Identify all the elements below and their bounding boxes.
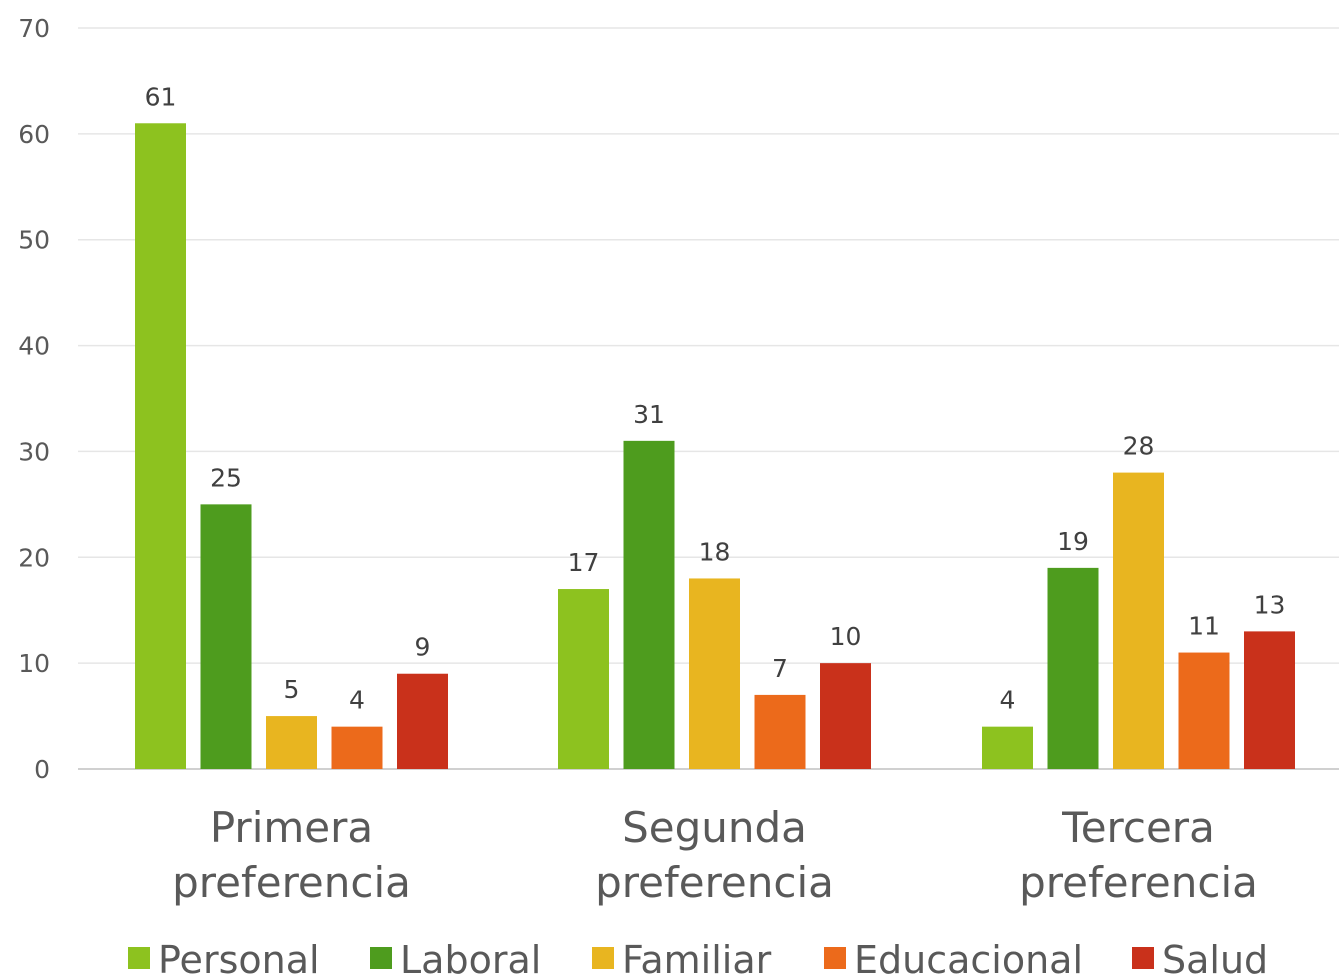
bar-educacional (754, 694, 806, 769)
bar-familiar (266, 716, 317, 769)
category-label: Primera preferencia (172, 803, 411, 907)
legend-item-familiar: Familiar (592, 938, 772, 979)
data-label: 4 (1000, 686, 1016, 715)
legend-item-personal: Personal (128, 938, 320, 979)
y-tick-label: 50 (18, 226, 50, 255)
y-axis-ticks: 0 10 20 30 40 50 60 70 (18, 14, 50, 784)
data-label: 10 (830, 622, 862, 651)
legend-label: Salud (1162, 938, 1268, 979)
y-tick-label: 70 (18, 14, 50, 43)
legend-item-laboral: Laboral (370, 938, 541, 979)
data-label: 7 (772, 654, 788, 683)
bar-salud (1244, 631, 1295, 769)
data-label: 19 (1057, 527, 1089, 556)
bar-salud (820, 663, 871, 769)
legend-swatch (370, 947, 392, 969)
legend-label: Laboral (400, 938, 541, 979)
legend-item-educacional: Educacional (824, 938, 1083, 979)
data-labels: 61 17 4 25 31 19 5 18 28 4 7 11 9 10 13 (145, 82, 1286, 714)
legend-label: Familiar (622, 938, 772, 979)
bar-personal (135, 123, 186, 770)
data-label: 18 (699, 537, 731, 566)
bar-educacional (1178, 652, 1230, 769)
legend-label: Personal (158, 938, 320, 979)
category-label: Tercera preferencia (1019, 803, 1258, 907)
bar-personal (558, 589, 609, 769)
legend-swatch (824, 947, 846, 969)
category-label: Segunda preferencia (595, 803, 834, 907)
y-tick-label: 30 (18, 437, 50, 466)
legend-label: Educacional (854, 938, 1083, 979)
bar-familiar (1113, 472, 1164, 769)
y-tick-label: 0 (34, 755, 50, 784)
bar-salud (397, 673, 448, 769)
y-tick-label: 40 (18, 332, 50, 361)
bars (135, 123, 1295, 770)
y-tick-label: 10 (18, 649, 50, 678)
data-label: 31 (633, 400, 665, 429)
bar-educacional (331, 726, 383, 769)
data-label: 17 (568, 548, 600, 577)
y-tick-label: 20 (18, 543, 50, 572)
bar-familiar (689, 578, 740, 769)
data-label: 28 (1123, 432, 1155, 461)
data-label: 5 (284, 675, 300, 704)
bar-laboral (200, 504, 252, 769)
legend-swatch (592, 947, 614, 969)
y-tick-label: 60 (18, 120, 50, 149)
bar-laboral (623, 440, 675, 769)
data-label: 25 (210, 463, 242, 492)
bar-personal (982, 726, 1033, 769)
data-label: 9 (415, 633, 431, 662)
bar-laboral (1047, 567, 1099, 769)
data-label: 13 (1254, 590, 1286, 619)
legend: Personal Laboral Familiar Educacional Salud (128, 938, 1268, 979)
legend-item-salud: Salud (1132, 938, 1268, 979)
legend-swatch (128, 947, 150, 969)
legend-swatch (1132, 947, 1154, 969)
data-label: 4 (349, 686, 365, 715)
category-labels: Primera preferencia Segunda preferencia Terc… (172, 803, 1258, 907)
data-label: 61 (145, 82, 177, 111)
data-label: 11 (1188, 612, 1220, 641)
